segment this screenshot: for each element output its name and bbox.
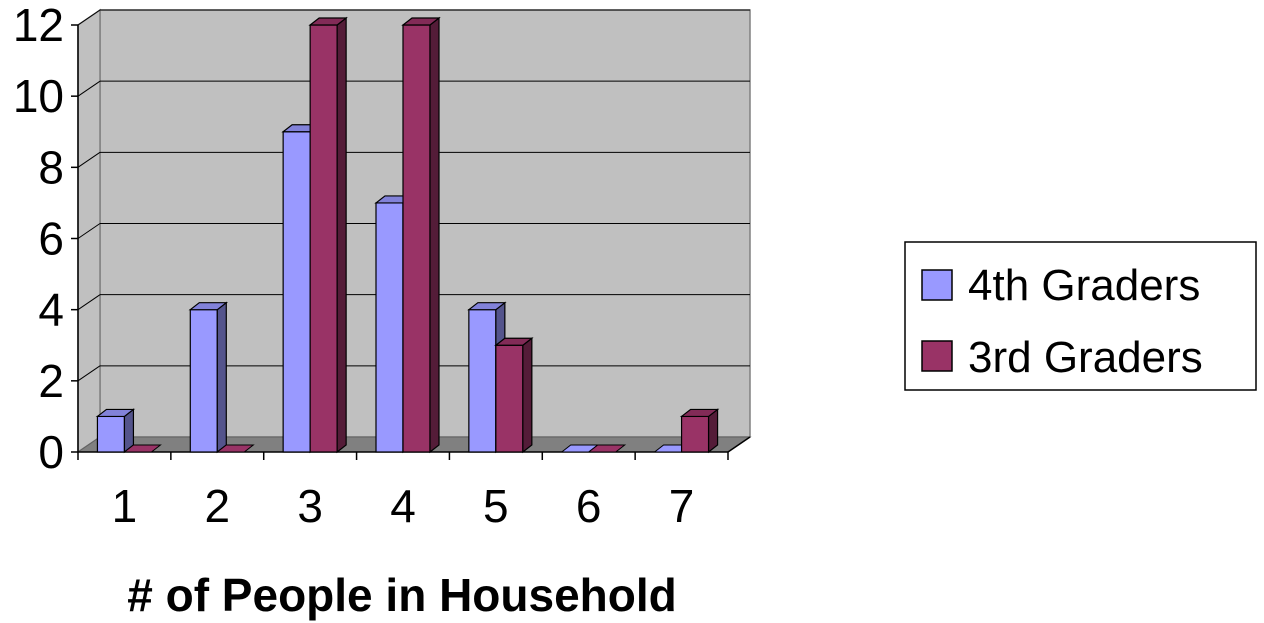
bar-top	[95, 408, 136, 418]
legend: 4th Graders 3rd Graders	[904, 241, 1257, 391]
bar-top	[494, 337, 534, 346]
bar-top	[679, 408, 720, 418]
legend-swatch-3rd-graders	[921, 340, 953, 372]
x-axis-title: # of People in Household	[127, 569, 676, 621]
bar	[401, 16, 441, 454]
legend-label-3rd-graders: 3rd Graders	[968, 333, 1203, 382]
x-tick-label: 6	[576, 480, 602, 532]
x-axis-depth-line	[727, 436, 751, 453]
y-tick-labels: 0 2 4 6 8 10 12	[13, 0, 78, 478]
bar-side	[336, 16, 347, 454]
x-tick-label: 1	[112, 480, 138, 532]
x-tick-label: 7	[669, 480, 695, 532]
x-tick-label: 5	[483, 480, 509, 532]
bar	[308, 16, 348, 454]
x-tick-label: 4	[390, 480, 416, 532]
x-tick-label: 3	[297, 480, 323, 532]
bar-front	[282, 131, 311, 453]
y-tick-label: 6	[38, 213, 64, 265]
gridline-side	[77, 80, 101, 97]
bar-top	[308, 17, 348, 26]
bar	[215, 444, 255, 453]
bar	[679, 408, 720, 454]
bar-front	[495, 344, 524, 453]
bar-front	[309, 24, 338, 453]
bar	[122, 444, 162, 453]
bar-front	[402, 24, 431, 453]
bar-front	[680, 415, 710, 453]
bar-front	[96, 415, 126, 453]
bar	[587, 444, 627, 453]
y-tick-label: 4	[38, 284, 64, 336]
bar-front	[468, 309, 497, 453]
legend-box	[904, 241, 1257, 391]
bar	[95, 408, 136, 454]
x-tick-labels: 1 2 3 4 5 6 7	[77, 452, 729, 532]
bar-top	[215, 444, 255, 453]
x-tick-label: 2	[204, 480, 230, 532]
y-tick-label: 10	[13, 70, 64, 122]
legend-label-4th-graders: 4th Graders	[968, 261, 1200, 310]
bar-top	[467, 302, 507, 311]
gridline-side	[77, 365, 101, 382]
bar-side	[522, 337, 533, 454]
bar	[188, 301, 229, 454]
bars	[95, 16, 720, 454]
bar-top	[587, 444, 627, 453]
y-tick-label: 8	[38, 141, 64, 193]
y-tick-label: 0	[38, 426, 64, 478]
gridline-side	[77, 294, 101, 311]
y-tick-label: 12	[13, 0, 64, 51]
gridline-side	[77, 151, 101, 168]
bar-side	[216, 301, 227, 454]
bar-front	[189, 309, 218, 453]
bar-top	[188, 302, 229, 311]
gridline-side	[77, 223, 101, 239]
bar	[494, 337, 534, 454]
bar-front	[375, 202, 404, 453]
bar-side	[429, 16, 440, 454]
gridline-side	[77, 9, 101, 26]
legend-swatch-4th-graders	[921, 269, 953, 301]
bar-top	[122, 444, 162, 453]
y-tick-label: 2	[38, 355, 64, 407]
bar-top	[401, 17, 441, 26]
